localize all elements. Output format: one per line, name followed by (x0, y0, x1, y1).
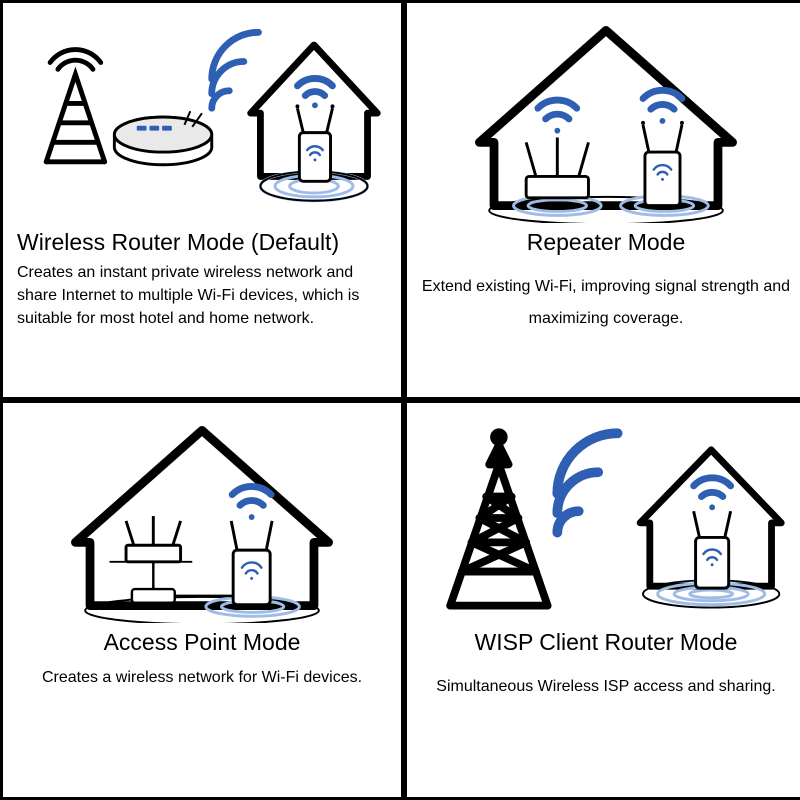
illustration-router (17, 13, 387, 223)
panel-desc: Creates a wireless network for Wi-Fi dev… (17, 667, 387, 689)
illustration-wisp (421, 413, 791, 623)
panel-wisp: WISP Client Router Mode Simultaneous Wir… (404, 400, 800, 800)
illustration-ap (17, 413, 387, 623)
panel-title: Wireless Router Mode (Default) (17, 229, 387, 257)
panel-title: WISP Client Router Mode (421, 629, 791, 657)
panel-desc: Extend existing Wi-Fi, improving signal … (421, 271, 791, 335)
panel-title: Repeater Mode (421, 229, 791, 257)
panel-router: Wireless Router Mode (Default) Creates a… (0, 0, 404, 400)
panel-title: Access Point Mode (17, 629, 387, 657)
panel-desc: Creates an instant private wireless netw… (17, 261, 387, 331)
panel-ap: Access Point Mode Creates a wireless net… (0, 400, 404, 800)
mode-grid: Wireless Router Mode (Default) Creates a… (0, 0, 800, 800)
panel-repeater: Repeater Mode Extend existing Wi-Fi, imp… (404, 0, 800, 400)
panel-desc: Simultaneous Wireless ISP access and sha… (421, 671, 791, 703)
illustration-repeater (421, 13, 791, 223)
